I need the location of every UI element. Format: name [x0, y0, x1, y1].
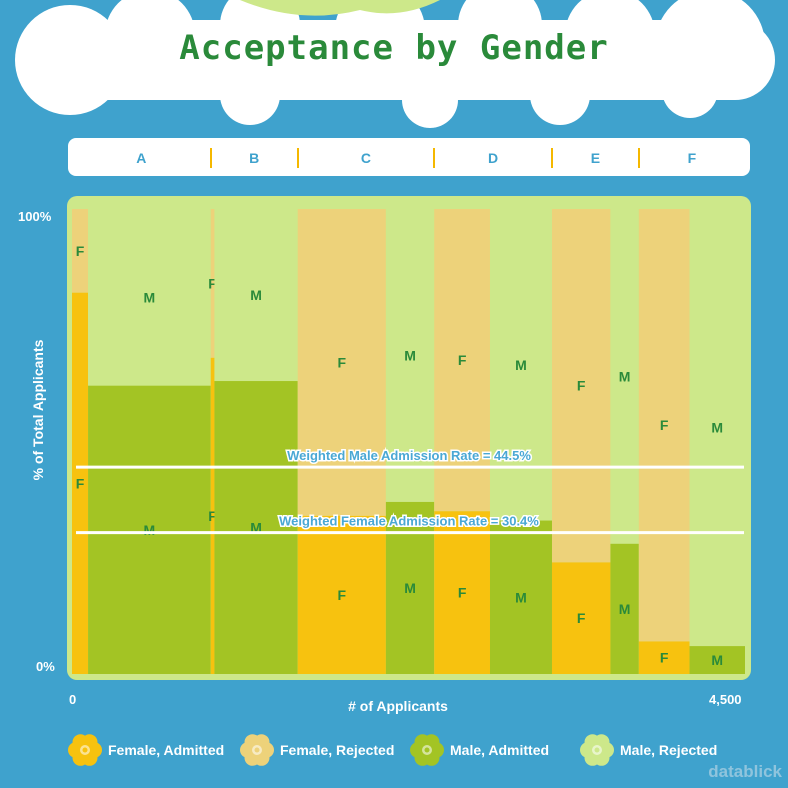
mark-label-A-female-rejected: F: [76, 243, 85, 259]
bar-D-male-admitted: [489, 520, 552, 674]
bar-A-male-rejected: [88, 209, 211, 386]
mark-label-D-male-admitted: M: [515, 589, 527, 605]
legend-item-male-admitted: Male, Admitted: [408, 730, 549, 770]
mark-label-B-female-admitted: F: [208, 508, 217, 524]
bar-E-male-admitted: [610, 543, 639, 674]
department-label-C: C: [360, 150, 372, 166]
bar-C-female-rejected: [297, 209, 386, 516]
bar-A-female-rejected: [72, 209, 89, 293]
bar-A-male-admitted: [88, 385, 211, 674]
mark-label-C-male-rejected: M: [404, 347, 416, 363]
reference-line-label-1: Weighted Female Admission Rate = 30.4%: [279, 514, 539, 529]
y-tick-min: 0%: [36, 659, 55, 674]
legend-label: Female, Admitted: [108, 742, 225, 758]
bar-F-male-admitted: [689, 646, 745, 674]
flower-icon: [580, 734, 614, 766]
bar-D-female-admitted: [434, 511, 490, 674]
x-axis-label: # of Applicants: [348, 698, 448, 714]
x-tick-min: 0: [69, 692, 77, 707]
bar-E-female-rejected: [551, 209, 611, 563]
mark-label-E-female-admitted: F: [577, 610, 586, 626]
department-separator: [209, 148, 212, 168]
bar-D-male-rejected: [489, 209, 552, 521]
mark-label-F-male-rejected: M: [711, 420, 723, 436]
bar-D-female-rejected: [434, 209, 490, 512]
department-header: [68, 138, 750, 176]
legend-item-female-rejected: Female, Rejected: [238, 730, 394, 770]
department-separator: [433, 148, 436, 168]
flower-icon: [240, 734, 274, 766]
department-label-B: B: [249, 150, 260, 166]
bar-B-male-admitted: [214, 381, 298, 674]
chart-title: Acceptance by Gender: [179, 28, 609, 68]
mark-label-A-male-rejected: M: [144, 289, 156, 305]
bar-B-male-rejected: [214, 209, 298, 382]
department-separator: [637, 148, 640, 168]
x-tick-max: 4,500: [709, 692, 742, 707]
department-separator: [296, 148, 299, 168]
mark-label-F-female-rejected: F: [660, 417, 669, 433]
bar-E-male-rejected: [610, 209, 639, 544]
bar-A-female-admitted: [72, 292, 89, 674]
department-label-D: D: [488, 150, 499, 166]
mark-label-A-female-admitted: F: [76, 475, 85, 491]
mark-label-D-male-rejected: M: [515, 357, 527, 373]
mark-label-E-female-rejected: F: [577, 378, 586, 394]
mark-label-C-male-admitted: M: [404, 580, 416, 596]
bar-F-female-admitted: [638, 641, 690, 674]
legend-label: Male, Rejected: [620, 742, 718, 758]
reference-line-label-0: Weighted Male Admission Rate = 44.5%: [287, 448, 531, 463]
mark-label-C-female-admitted: F: [338, 587, 347, 603]
brand-logo: datablick: [708, 762, 782, 781]
y-tick-max: 100%: [18, 209, 52, 224]
mark-label-F-female-admitted: F: [660, 650, 669, 666]
mark-label-F-male-admitted: M: [711, 652, 723, 668]
flower-icon: [410, 734, 444, 766]
bar-C-female-admitted: [297, 515, 386, 674]
title-cloud: [15, 0, 775, 128]
bar-F-female-rejected: [638, 209, 690, 642]
department-label-E: E: [590, 150, 601, 166]
mark-label-D-female-admitted: F: [458, 585, 467, 601]
department-separator: [550, 148, 553, 168]
mark-label-B-male-admitted: M: [250, 520, 262, 536]
legend: Female, Admitted Female, Rejected Male, …: [0, 730, 788, 770]
bar-B-female-rejected: [210, 209, 215, 358]
y-axis-label: % of Total Applicants: [30, 339, 46, 481]
bar-E-female-admitted: [551, 562, 611, 674]
bar-C-male-admitted: [385, 501, 435, 674]
department-label-A: A: [136, 150, 147, 166]
legend-item-female-admitted: Female, Admitted: [66, 730, 224, 770]
mark-label-C-female-rejected: F: [338, 354, 347, 370]
mark-label-B-female-rejected: F: [208, 275, 217, 291]
legend-label: Female, Rejected: [280, 742, 395, 758]
mark-label-D-female-rejected: F: [458, 352, 467, 368]
department-label-F: F: [687, 150, 697, 166]
mark-label-E-male-rejected: M: [619, 368, 631, 384]
bar-B-female-admitted: [210, 357, 215, 674]
mark-label-E-male-admitted: M: [619, 601, 631, 617]
mark-label-A-male-admitted: M: [144, 522, 156, 538]
bar-F-male-rejected: [689, 209, 745, 647]
mark-label-B-male-rejected: M: [250, 287, 262, 303]
legend-label: Male, Admitted: [450, 742, 550, 758]
legend-item-male-rejected: Male, Rejected: [578, 730, 717, 770]
flower-icon: [68, 734, 102, 766]
bar-C-male-rejected: [385, 209, 435, 502]
